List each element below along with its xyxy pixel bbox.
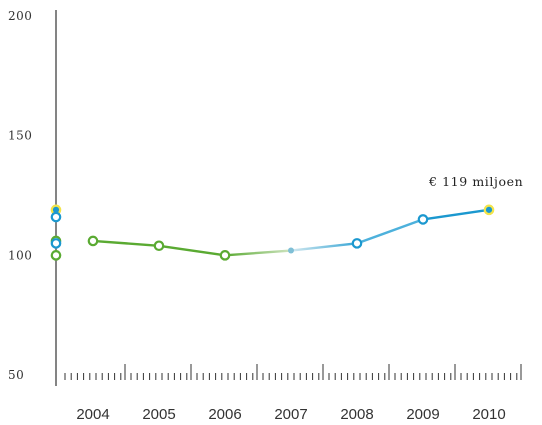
data-point [288, 247, 294, 254]
x-tick-label: 2010 [472, 406, 505, 423]
axis-marker [50, 211, 62, 223]
y-tick-label: 200 [8, 9, 32, 23]
y-tick-label: 50 [8, 368, 24, 382]
y-tick-label: 150 [8, 129, 32, 143]
series-line-segment [223, 249, 293, 257]
axis-marker [50, 250, 62, 261]
series-line-segment [91, 239, 161, 247]
series-line-segment [421, 208, 491, 221]
value-annotation: € 119 miljoen [428, 174, 523, 189]
data-point [219, 250, 231, 261]
data-point [351, 238, 363, 249]
x-tick-label: 2009 [406, 406, 439, 423]
x-tick-label: 2005 [142, 406, 175, 423]
x-tick-label: 2007 [274, 406, 307, 423]
x-tick-label: 2004 [76, 406, 109, 423]
series-line-segment [355, 218, 425, 245]
data-point [417, 214, 429, 225]
series-line-segment [289, 242, 359, 252]
axis-marker [50, 238, 62, 249]
series-line-segment [157, 244, 227, 257]
y-tick-label: 100 [8, 248, 32, 262]
x-tick-label: 2006 [208, 406, 241, 423]
data-point [87, 235, 99, 247]
data-point [483, 204, 495, 216]
x-tick-label: 2008 [340, 406, 373, 423]
data-point [153, 240, 165, 252]
